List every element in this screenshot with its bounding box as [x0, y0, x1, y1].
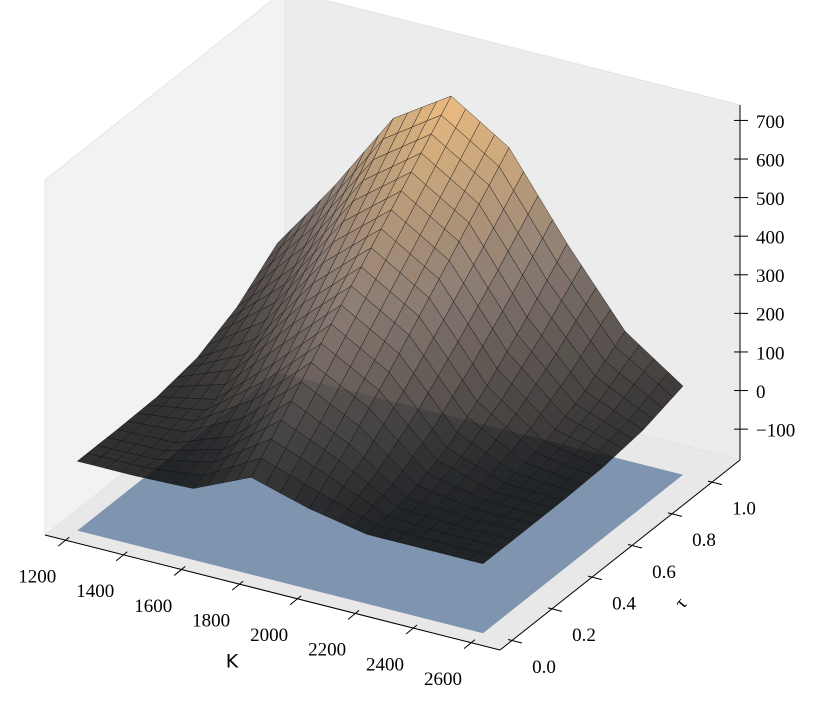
x-tick-label: 2400 — [366, 654, 404, 675]
z-tick-label: 300 — [756, 266, 785, 287]
x-axis-label: K — [226, 651, 239, 673]
surface-patch — [467, 551, 494, 564]
z-tick-label: −100 — [756, 420, 795, 441]
x-tick — [231, 580, 244, 591]
x-tick — [463, 639, 476, 650]
y-tick-label: 0.8 — [692, 530, 716, 551]
x-tick-label: 2600 — [424, 669, 462, 690]
x-tick-label: 1600 — [134, 596, 172, 617]
x-tick — [57, 536, 70, 547]
z-tick-label: 600 — [756, 150, 785, 171]
x-tick — [173, 566, 186, 576]
x-tick — [115, 551, 128, 562]
z-tick-label: 400 — [756, 228, 785, 249]
x-tick-label: 1800 — [192, 610, 230, 631]
y-tick — [707, 480, 723, 486]
y-tick — [547, 607, 563, 612]
y-tick — [627, 544, 643, 549]
y-tick-label: 1.0 — [732, 499, 756, 520]
y-tick-label: 0.0 — [532, 657, 556, 678]
x-tick — [347, 609, 360, 620]
z-tick-label: 500 — [756, 189, 785, 210]
x-tick — [289, 595, 302, 606]
y-axis-label: τ — [671, 593, 692, 613]
y-tick-label: 0.6 — [652, 562, 676, 583]
z-tick-label: 0 — [756, 382, 766, 403]
x-tick-label: 1400 — [76, 581, 114, 602]
y-tick — [667, 512, 683, 517]
z-tick-label: 200 — [756, 305, 785, 326]
x-tick — [405, 624, 418, 635]
y-tick — [587, 575, 603, 581]
z-tick-label: 700 — [756, 112, 785, 133]
y-tick-label: 0.2 — [572, 625, 596, 646]
axes: 120014001600180020002200240026000.00.20.… — [18, 105, 795, 690]
x-tick-label: 1200 — [18, 566, 56, 587]
y-axis-line — [499, 459, 741, 651]
z-tick-label: 100 — [756, 343, 785, 364]
x-tick-label: 2200 — [308, 640, 346, 661]
x-axis-line — [44, 534, 501, 651]
surface — [76, 95, 684, 564]
x-tick-label: 2000 — [250, 625, 288, 646]
y-tick — [507, 639, 523, 644]
y-tick-label: 0.4 — [612, 594, 636, 615]
